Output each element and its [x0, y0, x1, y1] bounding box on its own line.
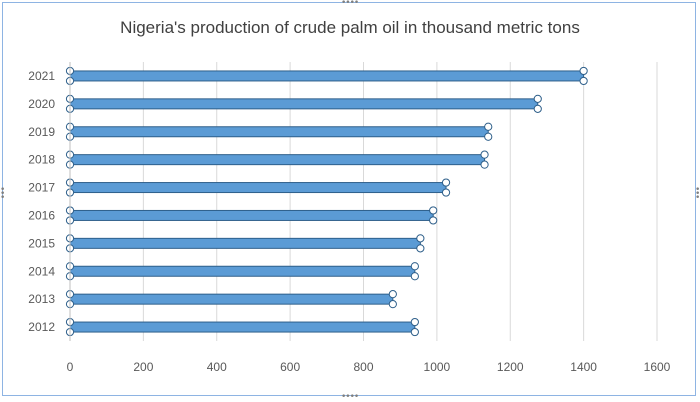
y-tick-label: 2015	[28, 236, 55, 250]
bar-selection-handle	[533, 104, 542, 113]
y-tick-label: 2013	[28, 292, 55, 306]
y-tick-label: 2018	[28, 153, 55, 167]
bar-selection-handle	[410, 262, 419, 271]
bar-selection-handle	[441, 178, 451, 187]
bar-selection-handle	[480, 160, 489, 169]
x-tick-label: 600	[280, 360, 300, 374]
bar	[69, 98, 539, 110]
bar-selection-handle	[480, 150, 489, 159]
bar-selection-handle	[441, 188, 451, 197]
bar	[69, 70, 585, 82]
y-tick-label: 2012	[28, 320, 55, 334]
bar-selection-handle	[410, 317, 419, 327]
bar-selection-handle	[484, 132, 493, 141]
x-tick-label: 1000	[424, 360, 451, 374]
bar-selection-handle	[410, 272, 419, 281]
bar-selection-handle	[410, 327, 419, 337]
y-tick-label: 2019	[28, 125, 55, 139]
x-tick-label: 1600	[644, 360, 671, 374]
chart-title: Nigeria's production of crude palm oil i…	[120, 18, 580, 37]
bar	[69, 154, 486, 166]
x-tick-label: 1200	[497, 360, 524, 374]
bar-selection-handle	[579, 76, 588, 86]
bar	[69, 321, 416, 333]
resize-handle-bottom[interactable]: ••••	[341, 392, 359, 402]
x-tick-label: 800	[353, 360, 373, 374]
bar-selection-handle	[388, 300, 397, 309]
bar	[69, 293, 394, 305]
resize-handle-top[interactable]: ••••	[341, 0, 359, 8]
y-tick-label: 2014	[28, 264, 55, 278]
bar-selection-handle	[416, 234, 425, 243]
bar-selection-handle	[579, 66, 588, 76]
bar	[69, 265, 416, 277]
bar-selection-handle	[388, 290, 397, 299]
bar-selection-handle	[429, 206, 438, 215]
y-tick-label: 2020	[28, 97, 55, 111]
x-tick-label: 200	[133, 360, 153, 374]
bar	[69, 209, 434, 221]
resize-handle-left[interactable]: • • •	[0, 185, 5, 203]
bar-selection-handle	[484, 122, 493, 131]
bar-selection-handle	[429, 216, 438, 225]
bar	[69, 237, 421, 249]
bar	[69, 182, 447, 194]
bar-selection-handle	[416, 244, 425, 253]
resize-handle-right[interactable]: • • •	[695, 185, 700, 203]
x-tick-label: 1400	[570, 360, 597, 374]
y-tick-label: 2017	[28, 181, 55, 195]
x-tick-label: 0	[67, 360, 74, 374]
bar-selection-handle	[533, 94, 542, 103]
y-tick-label: 2016	[28, 208, 55, 222]
x-tick-label: 400	[207, 360, 227, 374]
y-tick-label: 2021	[28, 69, 55, 83]
bar	[69, 126, 489, 138]
